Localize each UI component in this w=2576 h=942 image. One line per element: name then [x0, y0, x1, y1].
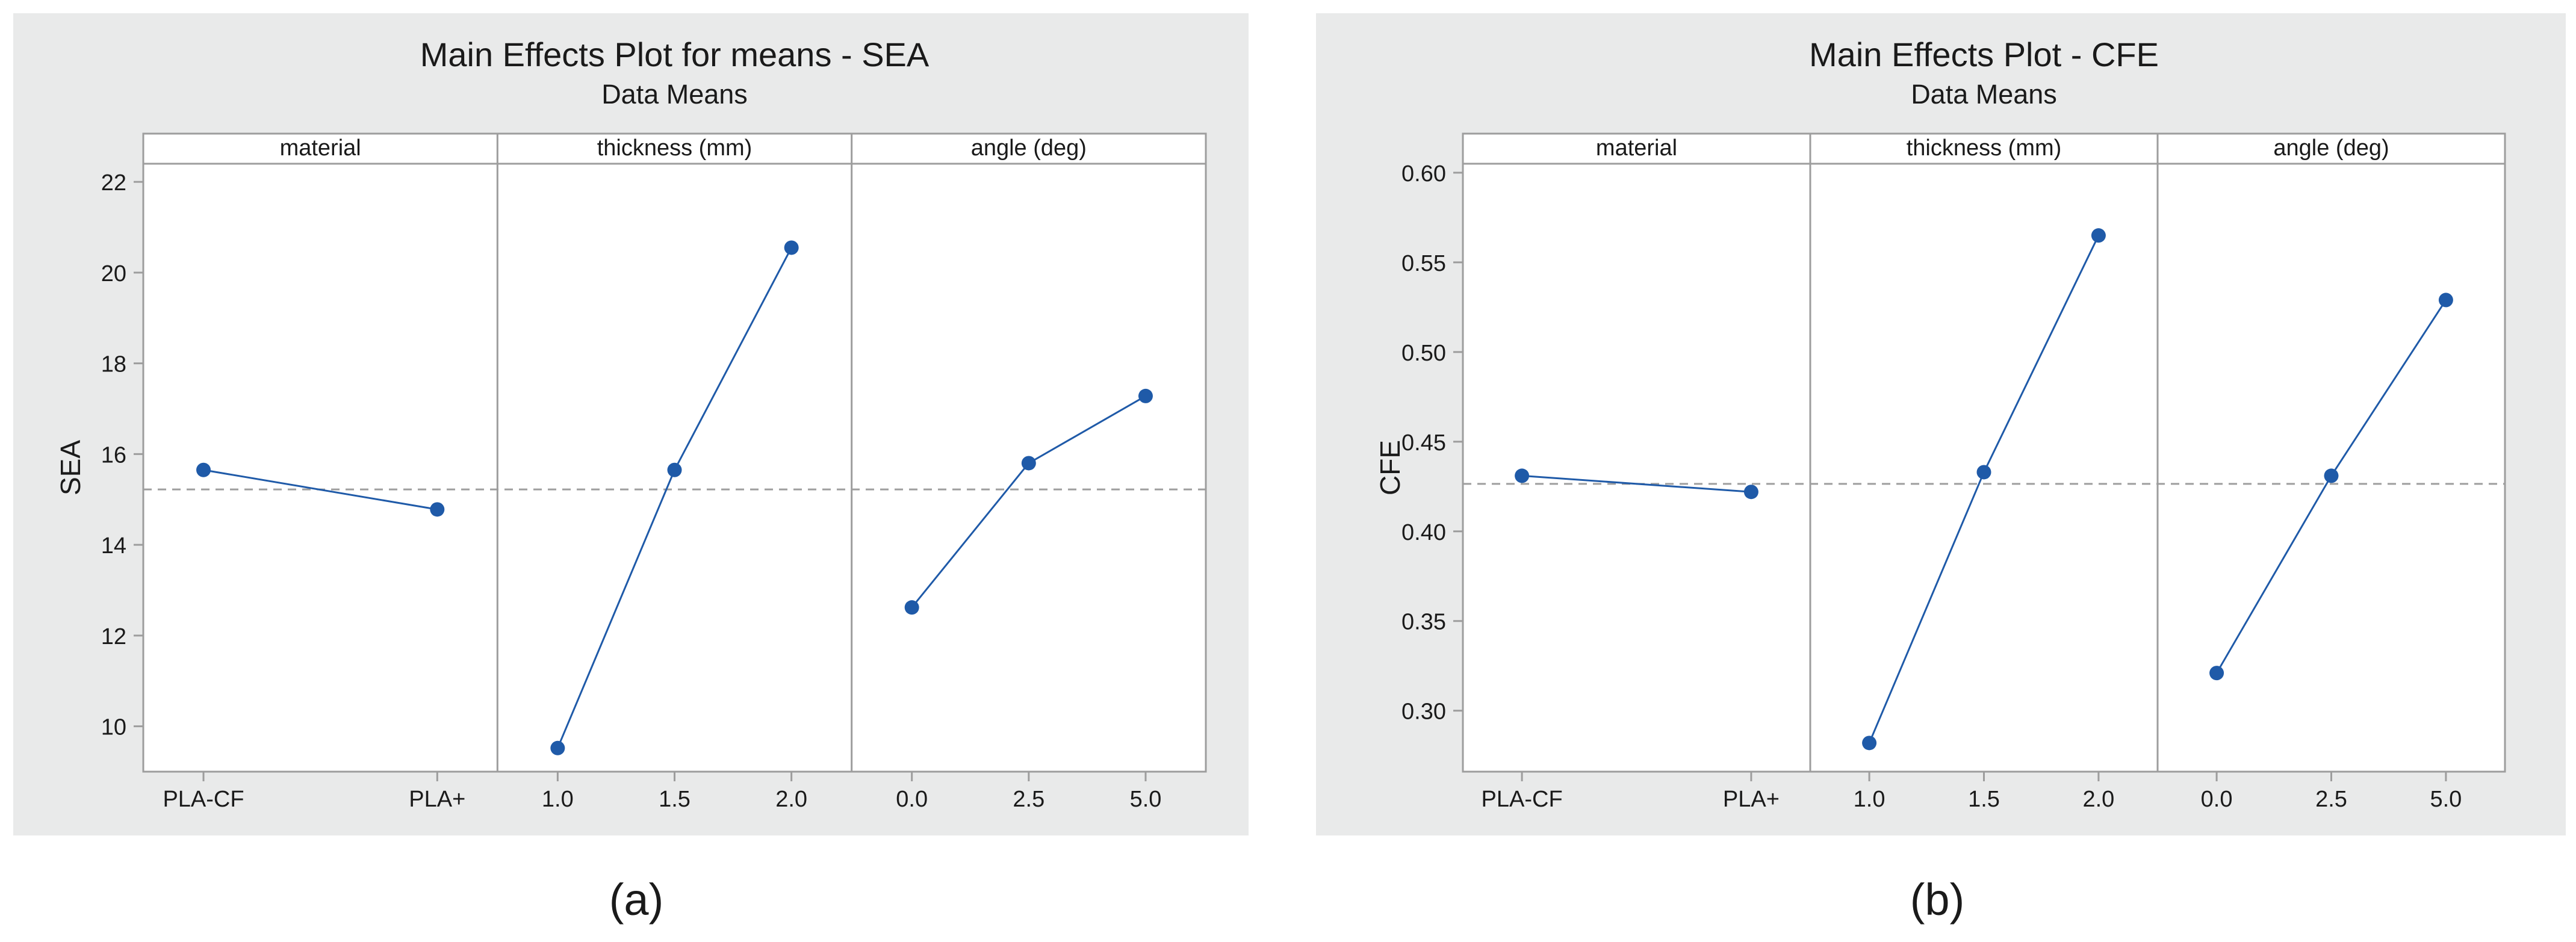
facet-strip-label: material [1596, 135, 1677, 161]
y-tick-label: 16 [101, 442, 126, 468]
x-tick-label: PLA+ [1723, 787, 1780, 812]
data-point [2091, 228, 2106, 243]
x-tick-label: 2.5 [1013, 787, 1044, 812]
x-tick-label: 2.0 [775, 787, 807, 812]
plot-frame [1462, 132, 2506, 773]
y-tick-label: 10 [101, 715, 126, 740]
y-tick-label: 14 [101, 533, 126, 559]
figure-caption: (a) [609, 875, 663, 925]
x-tick-label: PLA+ [409, 787, 465, 812]
x-tick-label: 1.5 [659, 787, 691, 812]
data-point [904, 600, 919, 615]
y-tick-label: 18 [101, 352, 126, 377]
y-tick-label: 0.40 [1401, 520, 1446, 545]
data-point [550, 740, 565, 755]
chart-title: Main Effects Plot - CFE [1809, 36, 2159, 73]
chart-title: Main Effects Plot for means - SEA [420, 36, 930, 73]
data-point [430, 502, 445, 517]
x-tick-label: PLA-CF [163, 787, 244, 812]
chart-subtitle: Data Means [1911, 79, 2057, 110]
facet-strip-label: thickness (mm) [1907, 135, 2062, 161]
y-tick-label: 0.60 [1401, 161, 1446, 187]
x-tick-label: 5.0 [1130, 787, 1162, 812]
x-tick-label: 2.0 [2082, 787, 2114, 812]
data-point [1743, 485, 1758, 500]
data-point [1862, 736, 1877, 751]
data-point [2209, 666, 2224, 681]
plot-frame [142, 132, 1207, 773]
x-tick-label: 1.0 [542, 787, 574, 812]
x-tick-label: 0.0 [896, 787, 928, 812]
y-tick-label: 12 [101, 624, 126, 649]
data-point [1515, 468, 1530, 483]
facet-strip-label: angle (deg) [971, 135, 1087, 161]
main-effect-line [1521, 474, 1752, 493]
data-point [1976, 465, 1991, 480]
y-tick-label: 0.50 [1401, 341, 1446, 366]
y-tick-label: 0.30 [1401, 699, 1446, 725]
y-tick-label: 20 [101, 261, 126, 287]
x-tick-label: 1.5 [1968, 787, 2000, 812]
y-tick-label: 0.45 [1401, 430, 1446, 456]
chart-subtitle: Data Means [601, 79, 748, 110]
y-axis-label: CFE [1374, 440, 1406, 495]
data-point [784, 240, 799, 255]
figure-caption: (b) [1910, 875, 1964, 925]
data-point [1138, 388, 1153, 403]
y-axis-label: SEA [55, 440, 86, 495]
x-tick-label: 2.5 [2315, 787, 2347, 812]
data-point [2324, 468, 2339, 483]
x-tick-label: PLA-CF [1482, 787, 1563, 812]
chart-a: Main Effects Plot for means - SEA Data Me… [13, 13, 1249, 835]
x-tick-label: 0.0 [2201, 787, 2233, 812]
chart-b: Main Effects Plot - CFE Data Means 0.30 0.3… [1316, 13, 2566, 835]
facet-strip-label: material [280, 135, 361, 161]
data-point [196, 462, 211, 477]
x-tick-label: 1.0 [1854, 787, 1885, 812]
facet-strip-label: thickness (mm) [597, 135, 753, 161]
y-tick-label: 22 [101, 170, 126, 196]
main-effect-line [203, 469, 438, 510]
data-point [667, 462, 682, 477]
y-tick-label: 0.35 [1401, 610, 1446, 635]
y-tick-label: 0.55 [1401, 251, 1446, 276]
x-tick-label: 5.0 [2430, 787, 2462, 812]
data-point [1021, 456, 1036, 471]
data-point [2438, 293, 2453, 308]
facet-strip-label: angle (deg) [2273, 135, 2389, 161]
